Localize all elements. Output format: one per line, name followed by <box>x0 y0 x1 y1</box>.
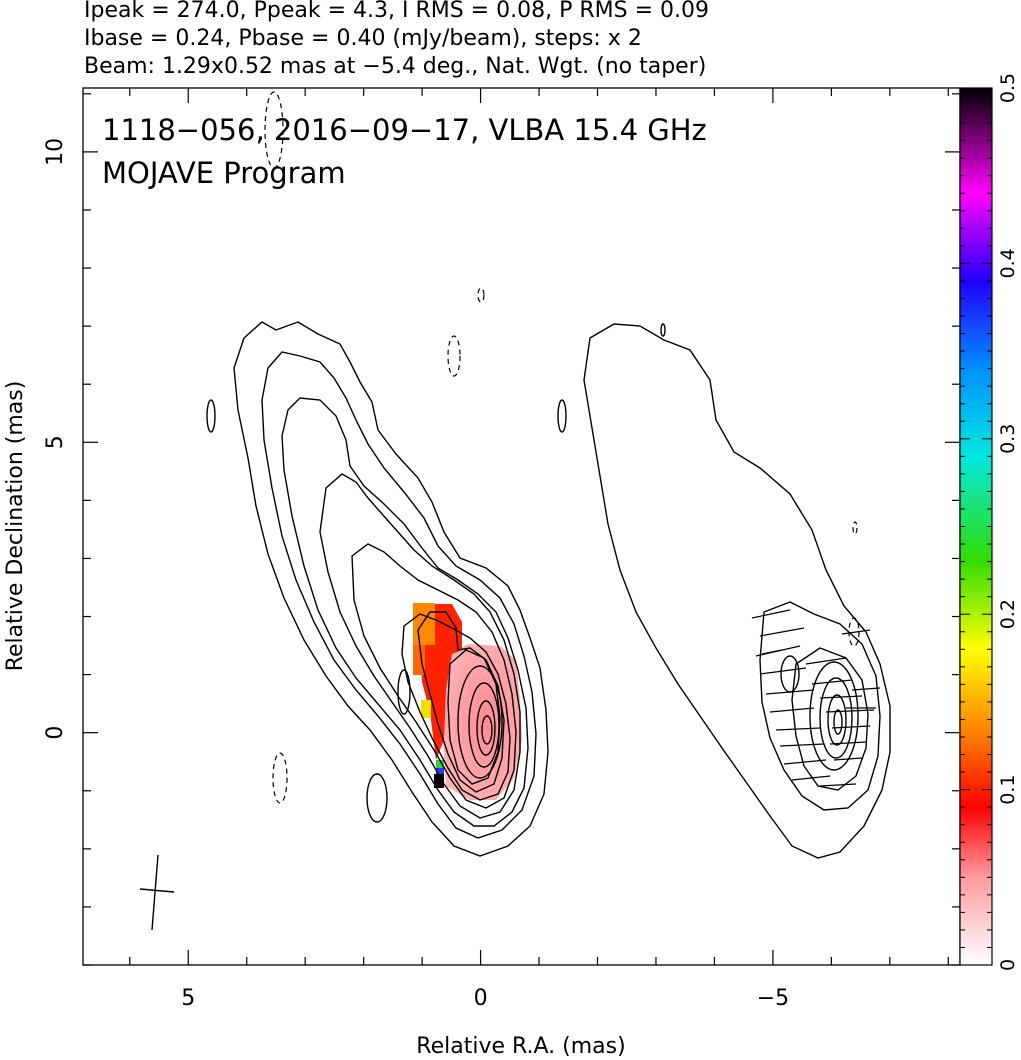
evpa-vectors <box>751 609 881 787</box>
source-annotation: 1118−056, 2016−09−17, VLBA 15.4 GHz <box>102 113 707 147</box>
fpol-yellow-pixels <box>421 700 431 718</box>
evpa-vector <box>805 657 847 665</box>
evpa-vector <box>819 783 857 787</box>
contour-level-9 <box>457 665 503 779</box>
pol-negative-contour-2 <box>852 521 858 535</box>
evpa-vector <box>759 667 807 675</box>
evpa-vector <box>775 727 821 731</box>
y-tick-label: 10 <box>43 138 68 166</box>
pol-contour-2 <box>759 601 881 811</box>
evpa-vector <box>831 725 871 729</box>
pol-outer-contour <box>583 323 891 859</box>
pol-blob <box>780 655 800 693</box>
contour-level-6 <box>401 613 511 801</box>
evpa-vector <box>769 707 815 713</box>
contour-level-3 <box>281 397 529 827</box>
contour-level-11 <box>476 700 496 756</box>
evpa-vector <box>761 649 783 655</box>
evpa-vector <box>851 687 881 691</box>
pol-contour-6 <box>827 694 847 746</box>
contour-level-12 <box>481 715 493 745</box>
fpol-black-pixel <box>434 774 444 788</box>
contour-level-1 <box>233 321 549 857</box>
fpol-orange-pixels <box>413 603 435 645</box>
evpa-vector <box>833 757 863 761</box>
evpa-vector <box>751 609 791 619</box>
negative-contour-2 <box>447 335 461 377</box>
pol-contour-4 <box>809 661 859 771</box>
evpa-vector <box>841 629 871 635</box>
header-line-2: Ibase = 0.24, Pbase = 0.40 (mJy/beam), s… <box>84 26 642 51</box>
negative-contour-top <box>264 91 284 169</box>
contour-level-8 <box>447 649 501 785</box>
y-axis-label: Relative Declination (mas) <box>3 381 28 672</box>
colorbar-tick-label: 0.3 <box>997 424 1019 454</box>
evpa-vector <box>791 775 831 781</box>
evpa-vector <box>779 743 825 747</box>
evpa-vector <box>765 689 815 695</box>
negative-contour-3 <box>477 287 485 303</box>
y-tick-label: 5 <box>43 435 68 449</box>
contour-level-7 <box>417 611 505 793</box>
evpa-vector <box>825 709 875 713</box>
pol-blob-left <box>557 399 567 433</box>
x-tick-label: 0 <box>474 986 488 1011</box>
evpa-vector <box>819 695 863 699</box>
evpa-vector <box>783 759 827 765</box>
negative-contour-4 <box>272 752 288 804</box>
contour-level-4 <box>319 473 521 819</box>
contour-level-2 <box>261 351 537 839</box>
colorbar-tick-label: 0.4 <box>997 248 1019 278</box>
fpol-blue-pixel <box>436 768 444 774</box>
colorbar-tick-label: 0.5 <box>997 73 1019 103</box>
y-tick-label: 0 <box>43 726 68 740</box>
header-line-3: Beam: 1.29x0.52 mas at −5.4 deg., Nat. W… <box>84 54 706 79</box>
contour-blob-low <box>366 773 388 823</box>
x-tick-label: 5 <box>181 986 195 1011</box>
pol-contour-5 <box>819 677 853 759</box>
header-line-1: Ipeak = 274.0, Ppeak = 4.3, I RMS = 0.08… <box>84 0 709 23</box>
colorbar-tick-label: 0.1 <box>997 774 1019 804</box>
contour-blob-mid <box>397 669 411 715</box>
x-tick-label: −5 <box>757 986 789 1011</box>
axis-ticks: 5 0 −5 0 5 10 <box>43 88 960 1011</box>
beam-indicator <box>139 854 175 931</box>
contour-blob-left <box>206 399 216 433</box>
pol-contour-7 <box>833 709 843 735</box>
colorbar-tick-label: 0 <box>997 959 1019 971</box>
pol-blob-top <box>660 323 666 337</box>
evpa-vector <box>829 741 867 745</box>
evpa-vector <box>759 627 805 637</box>
contour-level-10 <box>468 682 500 768</box>
stokes-i-contours <box>206 91 549 857</box>
polarization-panel <box>557 323 891 859</box>
colorbar <box>959 87 993 966</box>
evpa-vector <box>811 679 853 685</box>
contour-level-5 <box>351 543 517 809</box>
program-annotation: MOJAVE Program <box>102 156 346 190</box>
x-axis-label: Relative R.A. (mas) <box>416 1034 625 1059</box>
fpol-orange-lower <box>413 645 425 675</box>
fpol-green-pixel <box>436 760 444 768</box>
colorbar-ticks: 0 0.1 0.2 0.3 0.4 0.5 <box>960 73 1019 971</box>
colorbar-tick-label: 0.2 <box>997 599 1019 629</box>
